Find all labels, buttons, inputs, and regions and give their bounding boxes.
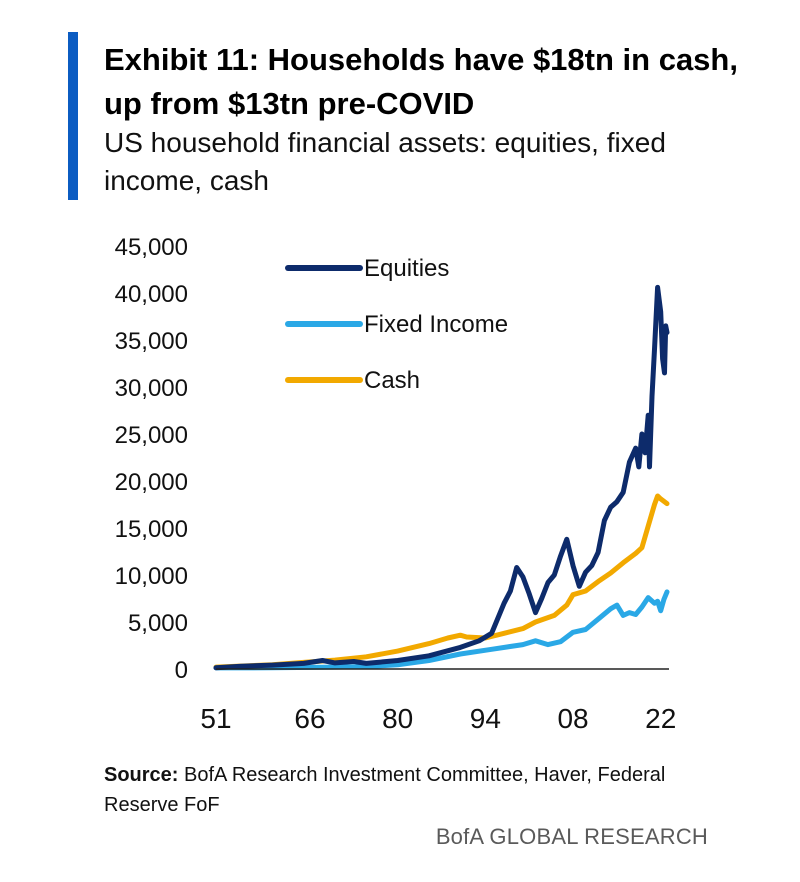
y-tick-label: 30,000 <box>115 375 188 402</box>
x-tick-label: 66 <box>294 703 325 734</box>
series-lines <box>213 284 670 671</box>
legend-label-cash: Cash <box>364 367 420 394</box>
x-axis: 51 66 80 94 08 22 <box>200 703 676 734</box>
series-line-fixed-income <box>213 589 670 671</box>
legend-label-equities: Equities <box>364 255 449 282</box>
source-text: BofA Research Investment Committee, Have… <box>104 764 666 816</box>
brand-footer: BofA GLOBAL RESEARCH <box>435 824 708 849</box>
legend-label-fixed-income: Fixed Income <box>364 311 508 338</box>
y-tick-label: 15,000 <box>115 516 188 543</box>
chart-subtitle: US household financial assets: equities,… <box>104 127 666 196</box>
source-label: Source: <box>104 764 179 786</box>
y-tick-label: 35,000 <box>115 328 188 355</box>
y-tick-label: 5,000 <box>128 610 188 637</box>
x-tick-label: 80 <box>382 703 413 734</box>
x-tick-label: 08 <box>557 703 588 734</box>
x-tick-label: 51 <box>200 703 231 734</box>
source-note: Source: BofA Research Investment Committ… <box>104 760 744 820</box>
line-chart: 0 5,000 10,000 15,000 20,000 25,000 30,000 35,0… <box>115 234 677 734</box>
y-tick-label: 10,000 <box>115 563 188 590</box>
y-tick-label: 40,000 <box>115 281 188 308</box>
legend: Equities Fixed Income Cash <box>285 255 508 394</box>
chart-title: Exhibit 11: Households have $18tn in cas… <box>104 42 738 121</box>
y-axis: 0 5,000 10,000 15,000 20,000 25,000 30,000 35,0… <box>115 234 188 684</box>
accent-bar <box>68 32 78 200</box>
y-tick-label: 20,000 <box>115 469 188 496</box>
series-line-cash <box>213 493 670 670</box>
y-tick-label: 0 <box>175 657 188 684</box>
x-tick-label: 22 <box>645 703 676 734</box>
y-tick-label: 45,000 <box>115 234 188 261</box>
x-tick-label: 94 <box>470 703 501 734</box>
y-tick-label: 25,000 <box>115 422 188 449</box>
series-line-equities <box>213 284 670 671</box>
